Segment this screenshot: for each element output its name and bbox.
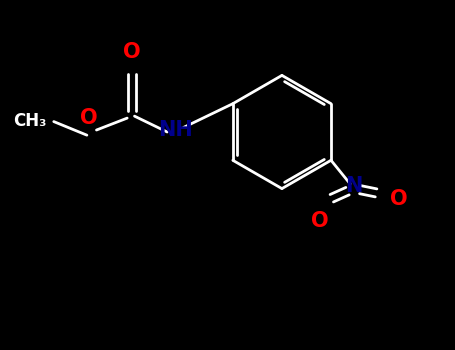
Text: NH: NH [158, 120, 193, 140]
Text: O: O [123, 42, 141, 62]
Text: N: N [345, 176, 362, 196]
Text: CH₃: CH₃ [13, 112, 46, 130]
Text: O: O [311, 211, 329, 231]
Text: O: O [390, 189, 408, 209]
Text: O: O [81, 108, 98, 128]
